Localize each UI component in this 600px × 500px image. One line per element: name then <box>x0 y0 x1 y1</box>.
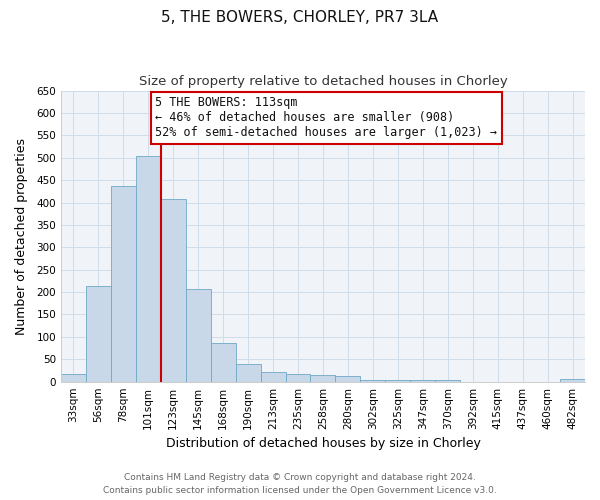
Text: 5, THE BOWERS, CHORLEY, PR7 3LA: 5, THE BOWERS, CHORLEY, PR7 3LA <box>161 10 439 25</box>
Bar <box>560 380 585 382</box>
Bar <box>61 374 86 382</box>
X-axis label: Distribution of detached houses by size in Chorley: Distribution of detached houses by size … <box>166 437 481 450</box>
Title: Size of property relative to detached houses in Chorley: Size of property relative to detached ho… <box>139 75 508 88</box>
Bar <box>111 186 136 382</box>
Bar <box>435 380 460 382</box>
Bar <box>236 364 260 382</box>
Bar <box>410 380 435 382</box>
Text: Contains HM Land Registry data © Crown copyright and database right 2024.
Contai: Contains HM Land Registry data © Crown c… <box>103 474 497 495</box>
Bar <box>161 199 186 382</box>
Bar <box>186 289 211 382</box>
Bar <box>361 380 385 382</box>
Bar <box>286 374 310 382</box>
Bar <box>260 372 286 382</box>
Bar <box>136 156 161 382</box>
Bar <box>211 342 236 382</box>
Bar <box>335 376 361 382</box>
Y-axis label: Number of detached properties: Number of detached properties <box>15 138 28 334</box>
Bar <box>310 375 335 382</box>
Bar <box>86 286 111 382</box>
Text: 5 THE BOWERS: 113sqm
← 46% of detached houses are smaller (908)
52% of semi-deta: 5 THE BOWERS: 113sqm ← 46% of detached h… <box>155 96 497 140</box>
Bar <box>385 380 410 382</box>
